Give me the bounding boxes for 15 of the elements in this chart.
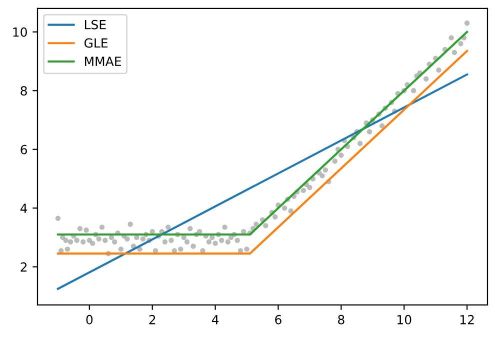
- y-tick-label: 6: [20, 144, 27, 154]
- x-tick-label: 10: [398, 314, 412, 324]
- legend-label: LSE: [84, 20, 106, 30]
- y-tick-label: 2: [20, 262, 27, 272]
- x-tick-label: 0: [86, 314, 93, 324]
- x-tick-label: 2: [149, 314, 156, 324]
- x-tick-label: 4: [212, 315, 219, 324]
- x-tick-label: 12: [460, 314, 474, 324]
- legend-label: GLE: [84, 38, 108, 48]
- legend-label: MMAE: [84, 56, 121, 66]
- y-tick-label: 4: [20, 204, 28, 213]
- y-tick-label: 10: [13, 27, 27, 37]
- y-tick-label: 8: [20, 86, 27, 96]
- x-tick-label: 6: [275, 314, 282, 324]
- x-tick-label: 8: [338, 314, 344, 324]
